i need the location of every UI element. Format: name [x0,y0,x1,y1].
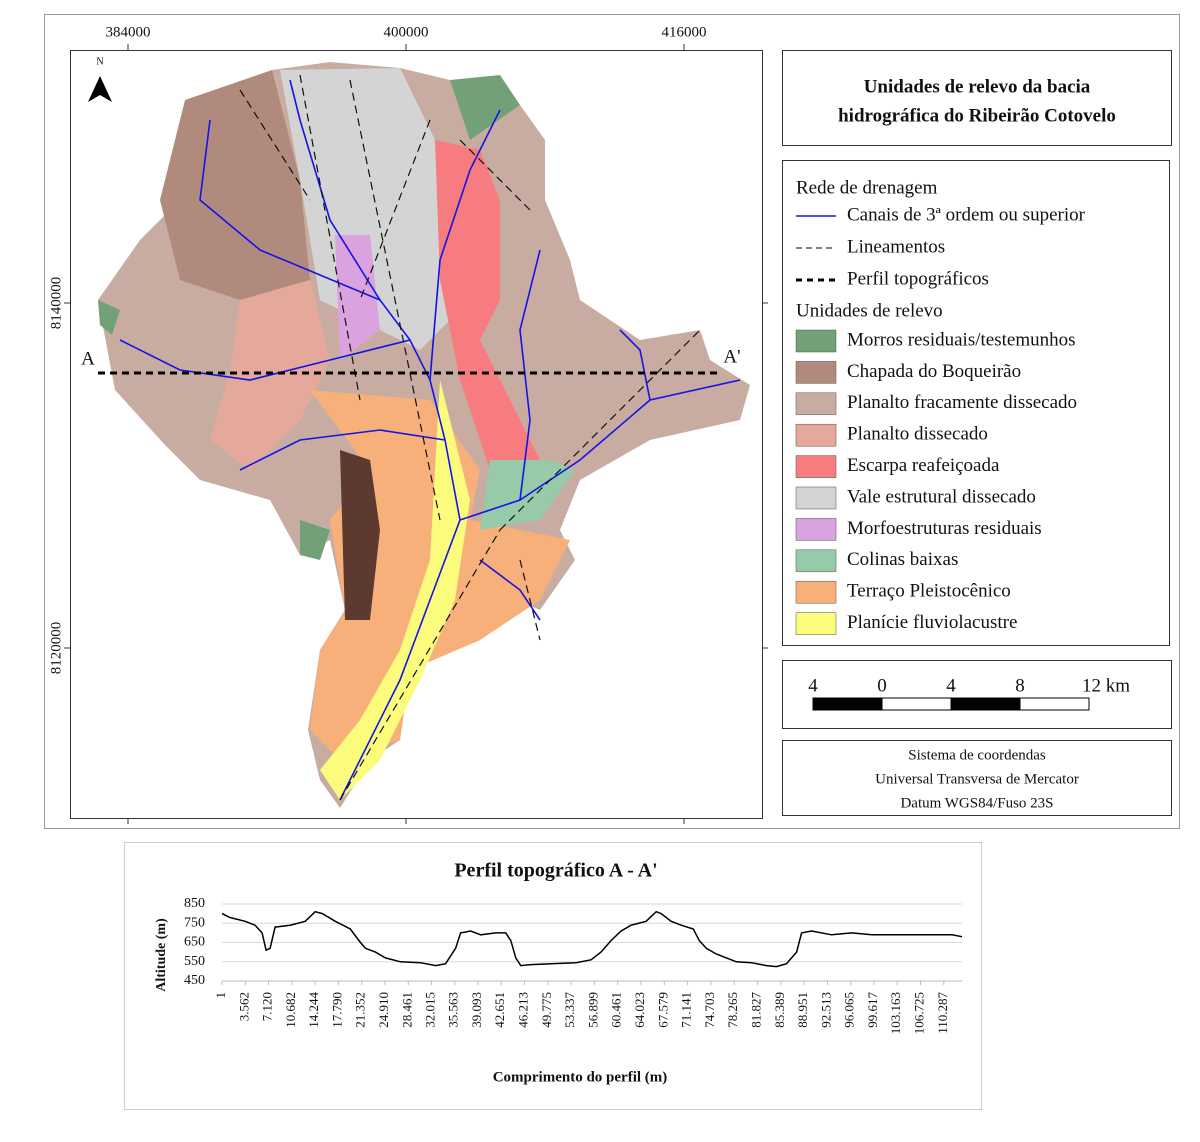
chart-frame [124,842,982,1110]
x-tick-label: 78.265 [725,992,740,1028]
x-tick-label: 3.562 [236,992,251,1021]
legend-title-box [782,50,1172,146]
legend-item: Lineamentos [847,236,945,257]
x-tick-label: 85.389 [772,992,787,1028]
profile-label: A' [723,346,740,367]
legend-item: Chapada do Boqueirão [847,361,1021,382]
legend-item: Planalto fracamente dissecado [847,392,1077,413]
y-tick-label: 750 [184,915,205,930]
crs-text: Sistema de coordendas [908,747,1046,763]
crs-box [782,740,1172,816]
x-tick-label: 81.827 [749,992,764,1028]
frame-ticks [64,44,768,824]
x-tick-label: 110.287 [935,992,950,1034]
x-tick-label: 7.120 [260,992,275,1021]
x-tick-label: 99.617 [865,992,880,1028]
x-tick-label: 46.213 [515,992,530,1028]
coord-label: 8140000 [48,277,64,330]
scale-label: 8 [1015,675,1025,696]
drainage [119,79,741,801]
profile-line [221,910,963,968]
x-tick-label: 1 [213,992,228,999]
legend-item: Planalto dissecado [847,424,988,445]
y-tick-label: 550 [184,954,205,969]
legend-swatch [795,455,837,478]
legend-swatch [795,612,837,635]
x-axis-label: Comprimento do perfil (m) [493,1069,668,1085]
x-tick-label: 49.775 [539,992,554,1028]
coord-label: 8120000 [48,622,64,675]
x-tick-label: 106.725 [912,992,927,1034]
x-tick-label: 10.682 [283,992,298,1028]
y-tick-label: 450 [184,973,205,988]
x-tick-label: 21.352 [353,992,368,1028]
x-tick-label: 24.910 [376,992,391,1028]
scale-box [782,660,1172,729]
legend-item: Escarpa reafeiçoada [847,455,1000,476]
x-tick-label: 103.163 [888,992,903,1034]
legend-swatch [795,423,837,447]
x-tick-label: 71.141 [679,992,694,1028]
y-tick-label: 650 [184,935,205,950]
legend-item: Terraço Pleistocênico [847,581,1011,602]
chart-title: Perfil topográfico A - A' [454,860,657,882]
legend-swatch [795,361,837,384]
x-tick-label: 42.651 [492,992,507,1028]
x-tick-label: 17.790 [329,992,344,1028]
x-tick-label: 28.461 [399,992,414,1028]
scale-bar [812,697,1090,711]
legend-item: Morros residuais/testemunhos [847,329,1076,350]
legend-item: Morfoestruturas residuais [847,518,1042,539]
x-tick-label: 64.023 [632,992,647,1028]
x-tick-label: 53.337 [562,992,577,1028]
coord-label: 384000 [106,24,151,40]
x-tick-label: 92.513 [818,992,833,1028]
legend-swatch [795,329,837,353]
legend-title: Unidades de relevo da bacia [864,76,1091,97]
legend-item: Planície fluviolacustre [847,612,1017,633]
x-tick-label: 39.093 [469,992,484,1028]
coord-label: 400000 [384,24,429,40]
y-tick-label: 850 [184,896,205,911]
x-tick-label: 88.951 [795,992,810,1028]
coord-label: 416000 [662,24,707,40]
legend-item: Colinas baixas [847,549,958,570]
lineaments [239,74,701,801]
legend-swatch [795,392,837,416]
legend-item: Vale estrutural dissecado [847,486,1036,507]
x-tick-label: 74.703 [702,992,717,1028]
legend-swatch [795,549,837,573]
x-tick-label: 35.563 [446,992,461,1028]
legend-swatch [795,486,837,510]
legend-item: Canais de 3ª ordem ou superior [847,204,1086,225]
x-tick-label: 56.899 [585,992,600,1028]
legend-swatch [795,518,837,541]
x-tick-label: 14.244 [306,992,321,1028]
crs-text: Universal Transversa de Mercator [875,771,1079,787]
legend-title: hidrográfica do Ribeirão Cotovelo [838,105,1116,126]
legend-item: Perfil topográficos [847,268,989,289]
scale-label: 4 [946,675,956,696]
x-tick-label: 60.461 [609,992,624,1028]
x-tick-label: 96.065 [842,992,857,1028]
x-tick-label: 32.015 [423,992,438,1028]
legend-heading: Rede de drenagem [796,177,938,198]
north-label: N [96,56,103,67]
scale-label: 0 [877,675,887,696]
legend-swatch [795,580,837,604]
y-axis-label: Altitude (m) [154,918,169,992]
profile-label: A [81,348,95,369]
scale-label: 12 km [1082,675,1130,696]
x-tick-label: 67.579 [655,992,670,1028]
legend-heading: Unidades de relevo [796,300,943,321]
legend-box [782,160,1170,646]
scale-label: 4 [808,675,818,696]
north-arrow: N [88,56,112,102]
crs-text: Datum WGS84/Fuso 23S [900,795,1053,811]
